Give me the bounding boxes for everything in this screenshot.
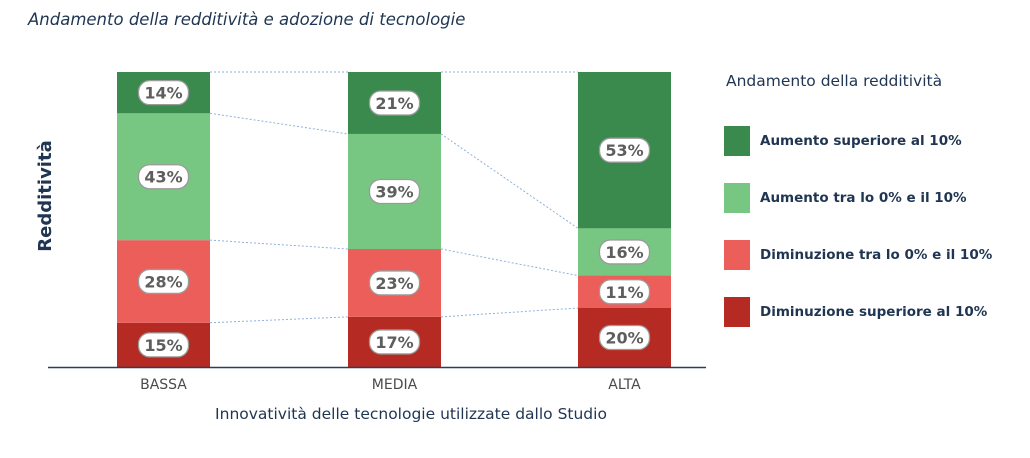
data-label: 20%: [605, 329, 643, 348]
data-label-box: [137, 164, 190, 190]
data-label-box: [137, 332, 190, 358]
x-tick-label: MEDIA: [372, 377, 418, 393]
data-label-box: [368, 90, 421, 116]
data-label: 43%: [144, 168, 182, 187]
data-label-box: [598, 279, 651, 305]
data-label-box: [598, 137, 651, 163]
data-label-box: [137, 268, 190, 295]
data-label-box: [598, 239, 651, 265]
data-label: 16%: [605, 243, 643, 262]
x-tick-label: BASSA: [140, 377, 187, 393]
y-axis-title: Redditività: [35, 140, 56, 251]
x-axis-title: Innovatività delle tecnologie utilizzate…: [215, 405, 607, 423]
legend-title: Andamento della redditività: [726, 72, 943, 90]
data-label: 53%: [605, 141, 643, 160]
connector-line: [440, 307, 579, 318]
data-label-box: [598, 324, 651, 351]
legend-label: Aumento tra lo 0% e il 10%: [760, 190, 967, 206]
data-label-box: [368, 270, 421, 296]
data-label: 11%: [605, 283, 643, 302]
legend-swatch: [724, 297, 750, 327]
data-label: 17%: [375, 333, 413, 352]
legend-label: Diminuzione superiore al 10%: [760, 304, 988, 320]
data-label: 21%: [375, 94, 413, 113]
data-label-box: [368, 329, 421, 355]
data-label-box: [368, 178, 421, 205]
connector-line: [209, 316, 349, 324]
data-label: 15%: [144, 336, 182, 355]
legend-swatch: [724, 183, 750, 213]
connector-line: [209, 239, 349, 250]
x-tick-label: ALTA: [608, 377, 641, 393]
legend-swatch: [724, 126, 750, 156]
connector-line: [209, 112, 349, 135]
chart-title: Andamento della redditività e adozione d…: [28, 10, 466, 29]
data-label: 14%: [144, 84, 182, 103]
legend-label: Aumento superiore al 10%: [760, 133, 962, 149]
connector-line: [440, 248, 579, 277]
connector-line: [440, 133, 579, 229]
data-label-box: [137, 80, 190, 106]
data-label: 23%: [375, 274, 413, 293]
legend-swatch: [724, 240, 750, 270]
legend-label: Diminuzione tra lo 0% e il 10%: [760, 247, 993, 263]
data-label: 28%: [144, 272, 182, 291]
data-label: 39%: [375, 182, 413, 201]
